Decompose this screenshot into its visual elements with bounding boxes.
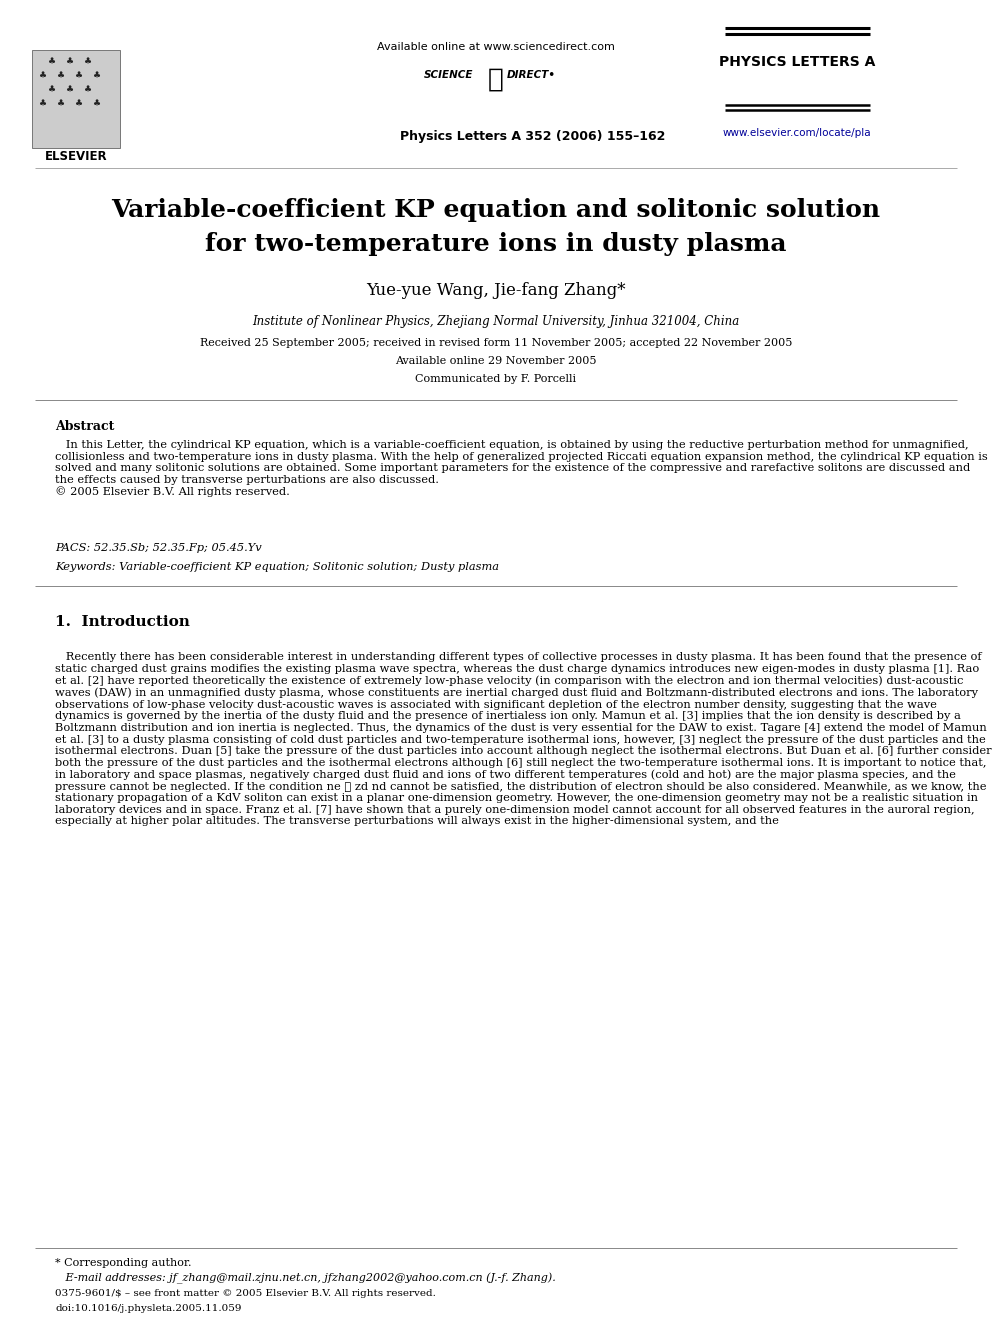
Text: Abstract: Abstract bbox=[55, 419, 114, 433]
Text: Available online 29 November 2005: Available online 29 November 2005 bbox=[395, 356, 597, 366]
Text: ♣: ♣ bbox=[75, 99, 83, 108]
Text: ♣: ♣ bbox=[39, 99, 47, 108]
Text: PACS: 52.35.Sb; 52.35.Fp; 05.45.Yv: PACS: 52.35.Sb; 52.35.Fp; 05.45.Yv bbox=[55, 542, 262, 553]
Text: ♣: ♣ bbox=[93, 71, 101, 81]
Text: Communicated by F. Porcelli: Communicated by F. Porcelli bbox=[416, 374, 576, 384]
Text: Keywords: Variable-coefficient KP equation; Solitonic solution; Dusty plasma: Keywords: Variable-coefficient KP equati… bbox=[55, 562, 499, 572]
Text: ♣: ♣ bbox=[48, 86, 57, 94]
Text: SCIENCE: SCIENCE bbox=[424, 70, 473, 79]
Text: ♣: ♣ bbox=[39, 71, 47, 81]
Text: doi:10.1016/j.physleta.2005.11.059: doi:10.1016/j.physleta.2005.11.059 bbox=[55, 1304, 241, 1312]
Text: E-mail addresses: jf_zhang@mail.zjnu.net.cn, jfzhang2002@yahoo.com.cn (J.-f. Zha: E-mail addresses: jf_zhang@mail.zjnu.net… bbox=[55, 1273, 556, 1285]
Text: ELSEVIER: ELSEVIER bbox=[45, 149, 107, 163]
Text: ♣: ♣ bbox=[48, 57, 57, 66]
Text: Yue-yue Wang, Jie-fang Zhang*: Yue-yue Wang, Jie-fang Zhang* bbox=[366, 282, 626, 299]
Text: ♣: ♣ bbox=[65, 57, 74, 66]
Text: In this Letter, the cylindrical KP equation, which is a variable-coefficient equ: In this Letter, the cylindrical KP equat… bbox=[55, 441, 988, 497]
Text: ⓐ: ⓐ bbox=[488, 67, 504, 93]
Text: ♣: ♣ bbox=[84, 86, 92, 94]
Text: 1.  Introduction: 1. Introduction bbox=[55, 615, 189, 628]
Text: * Corresponding author.: * Corresponding author. bbox=[55, 1258, 191, 1267]
Text: Physics Letters A 352 (2006) 155–162: Physics Letters A 352 (2006) 155–162 bbox=[400, 130, 666, 143]
FancyBboxPatch shape bbox=[32, 50, 120, 148]
Text: www.elsevier.com/locate/pla: www.elsevier.com/locate/pla bbox=[723, 128, 871, 138]
Text: ♣: ♣ bbox=[65, 86, 74, 94]
Text: ♣: ♣ bbox=[57, 71, 65, 81]
Text: PHYSICS LETTERS A: PHYSICS LETTERS A bbox=[719, 56, 875, 69]
Text: Institute of Nonlinear Physics, Zhejiang Normal University, Jinhua 321004, China: Institute of Nonlinear Physics, Zhejiang… bbox=[252, 315, 740, 328]
Text: ♣: ♣ bbox=[93, 99, 101, 108]
Text: Recently there has been considerable interest in understanding different types o: Recently there has been considerable int… bbox=[55, 652, 992, 827]
Text: Available online at www.sciencedirect.com: Available online at www.sciencedirect.co… bbox=[377, 42, 615, 52]
Text: 0375-9601/$ – see front matter © 2005 Elsevier B.V. All rights reserved.: 0375-9601/$ – see front matter © 2005 El… bbox=[55, 1289, 435, 1298]
Text: for two-temperature ions in dusty plasma: for two-temperature ions in dusty plasma bbox=[205, 232, 787, 255]
Text: ♣: ♣ bbox=[75, 71, 83, 81]
Text: ♣: ♣ bbox=[84, 57, 92, 66]
Text: Received 25 September 2005; received in revised form 11 November 2005; accepted : Received 25 September 2005; received in … bbox=[199, 337, 793, 348]
Text: ♣: ♣ bbox=[57, 99, 65, 108]
Text: DIRECT•: DIRECT• bbox=[507, 70, 556, 79]
Text: Variable-coefficient KP equation and solitonic solution: Variable-coefficient KP equation and sol… bbox=[111, 198, 881, 222]
